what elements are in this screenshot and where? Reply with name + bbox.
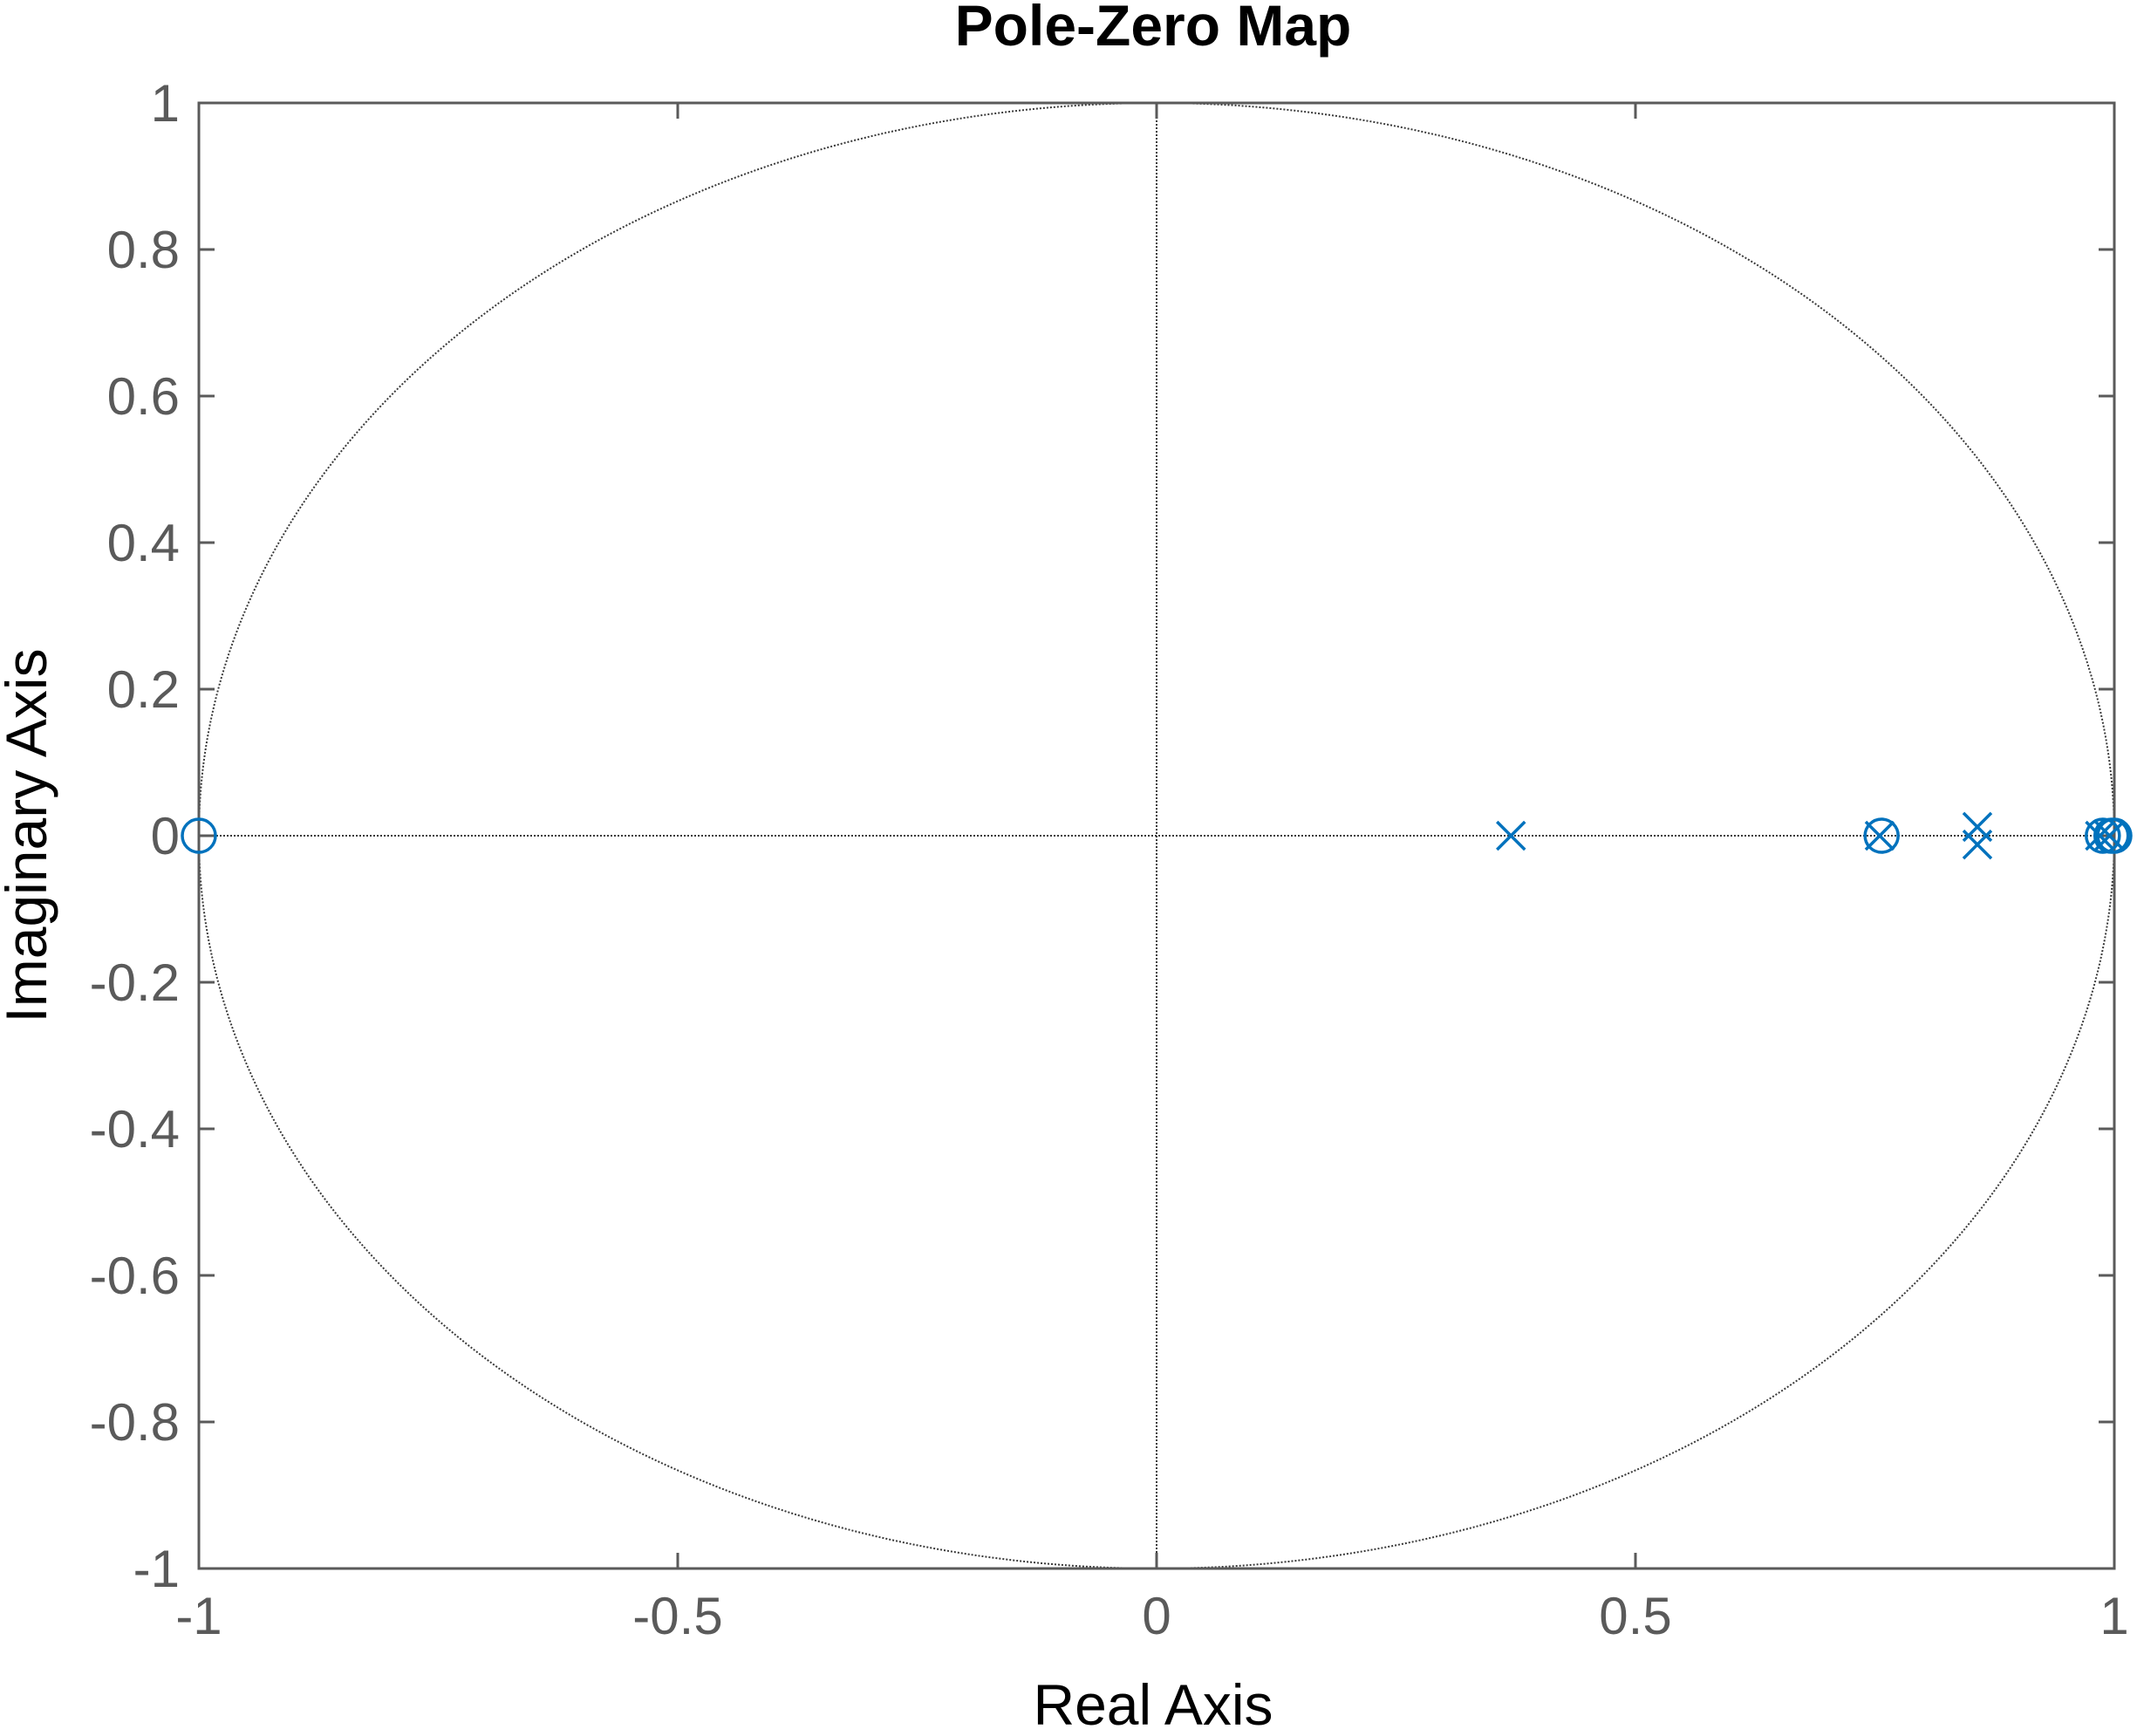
chart-title: Pole-Zero Map [955,0,1352,58]
x-tick-label: 0.5 [1599,1587,1671,1645]
x-tick-label: -0.5 [632,1587,722,1645]
zero-marker [181,817,217,854]
pole-marker [1962,829,1993,860]
x-tick-label: 1 [2099,1587,2128,1645]
y-axis-label: Imaginary Axis [0,648,58,1022]
y-tick-label: 0 [151,807,180,865]
y-tick-label: -0.6 [90,1247,180,1305]
y-tick-label: 0.8 [107,221,180,279]
y-tick-label: 0.2 [107,660,180,719]
pole-zero-markers [181,811,2133,860]
y-tick-label: -0.4 [90,1100,180,1158]
zero-marker [2096,817,2133,854]
pole-marker-stroke [1496,820,1526,851]
pole-marker [1864,820,1895,851]
zero-marker [2085,817,2121,854]
y-tick-label: 1 [151,74,180,133]
zero-marker [1863,817,1900,854]
y-tick-label: -1 [133,1540,180,1598]
x-tick-label: -1 [175,1587,222,1645]
x-axis-label: Real Axis [1033,1672,1273,1736]
pole-marker [1496,820,1526,851]
y-tick-label: 0.6 [107,367,180,426]
y-tick-label: 0.4 [107,514,180,572]
axis-ticks: -1 -0.5 0 0.5 1 1 0.8 0.6 0.4 0.2 0 -0.2 -0.4 -0.6 -0.… [90,74,2129,1645]
y-tick-label: -0.8 [90,1393,180,1452]
pole-marker-stroke [1962,829,1993,860]
y-tick-label: -0.2 [90,953,180,1012]
pole-marker-stroke [1864,820,1895,851]
x-tick-label: 0 [1142,1587,1171,1645]
